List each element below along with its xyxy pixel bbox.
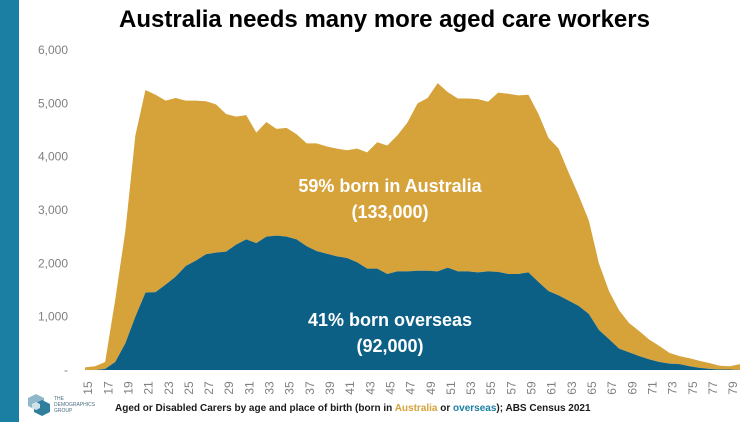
x-tick-label: 73 xyxy=(666,381,680,395)
annotation-label: 59% born in Australia xyxy=(298,176,482,196)
left-accent-bar xyxy=(0,0,19,422)
logo-line-2: DEMOGRAPHICS xyxy=(54,402,96,408)
series-area-overseas xyxy=(85,235,740,370)
x-tick-label: 57 xyxy=(504,381,518,395)
caption-overseas: overseas xyxy=(453,403,497,414)
x-tick-label: 25 xyxy=(182,381,196,395)
x-tick-label: 39 xyxy=(323,381,337,395)
x-tick-label: 23 xyxy=(162,381,176,395)
x-axis: 15 17 19 21 23 25 27 29 31 33 35 37 39 41 43 45 47 49 51 53… xyxy=(81,381,740,395)
x-tick-label: 43 xyxy=(363,381,377,395)
y-tick-label: 4,000 xyxy=(38,150,68,164)
x-tick-label: 17 xyxy=(101,381,115,395)
x-tick-label: 49 xyxy=(424,381,438,395)
annotations: 59% born in Australia (133,000) 41% born o… xyxy=(298,176,482,356)
x-tick-label: 79 xyxy=(726,381,740,395)
x-tick-label: 35 xyxy=(283,381,297,395)
x-tick-label: 21 xyxy=(142,381,156,395)
x-tick-label: 41 xyxy=(343,381,357,395)
annotation-label: 41% born overseas xyxy=(308,310,472,330)
x-tick-label: 27 xyxy=(202,381,216,395)
plot-area xyxy=(85,83,740,371)
y-axis: - 1,000 2,000 3,000 4,000 5,000 6,000 xyxy=(38,43,68,377)
x-tick-label: 65 xyxy=(585,381,599,395)
x-tick-label: 37 xyxy=(303,381,317,395)
x-tick-label: 69 xyxy=(625,381,639,395)
x-tick-label: 33 xyxy=(263,381,277,395)
x-tick-label: 55 xyxy=(484,381,498,395)
x-tick-label: 29 xyxy=(222,381,236,395)
x-tick-label: 51 xyxy=(444,381,458,395)
caption-australia: Australia xyxy=(394,403,438,414)
x-tick-label: 59 xyxy=(525,381,539,395)
y-tick-label: - xyxy=(64,363,68,377)
x-tick-label: 19 xyxy=(121,381,135,395)
x-tick-label: 75 xyxy=(686,381,700,395)
annotation-value: (133,000) xyxy=(351,202,428,222)
x-tick-label: 45 xyxy=(383,381,397,395)
x-tick-label: 63 xyxy=(565,381,579,395)
x-tick-label: 47 xyxy=(404,381,418,395)
y-tick-label: 3,000 xyxy=(38,203,68,217)
chart-title: Australia needs many more aged care work… xyxy=(119,6,650,33)
y-tick-label: 1,000 xyxy=(38,310,68,324)
logo-line-3: GROUP xyxy=(54,408,73,414)
x-tick-label: 71 xyxy=(645,381,659,395)
demographics-group-logo: THE DEMOGRAPHICS GROUP xyxy=(26,391,106,419)
annotation-value: (92,000) xyxy=(356,336,423,356)
x-tick-label: 31 xyxy=(242,381,256,395)
series-area-australia xyxy=(85,83,740,371)
y-tick-label: 2,000 xyxy=(38,256,68,270)
caption-middle: or xyxy=(437,403,454,414)
x-tick-label: 15 xyxy=(81,381,95,395)
x-tick-label: 61 xyxy=(545,381,559,395)
logo-line-1: THE xyxy=(54,396,65,402)
x-tick-label: 67 xyxy=(605,381,619,395)
y-tick-label: 6,000 xyxy=(38,43,68,57)
x-tick-label: 77 xyxy=(706,381,720,395)
source-caption: Aged or Disabled Carers by age and place… xyxy=(115,403,591,414)
x-tick-label: 53 xyxy=(464,381,478,395)
logo-mark-icon: THE DEMOGRAPHICS GROUP xyxy=(28,394,96,416)
caption-prefix: Aged or Disabled Carers by age and place… xyxy=(115,403,395,414)
caption-suffix: ); ABS Census 2021 xyxy=(496,403,591,414)
y-tick-label: 5,000 xyxy=(38,96,68,110)
